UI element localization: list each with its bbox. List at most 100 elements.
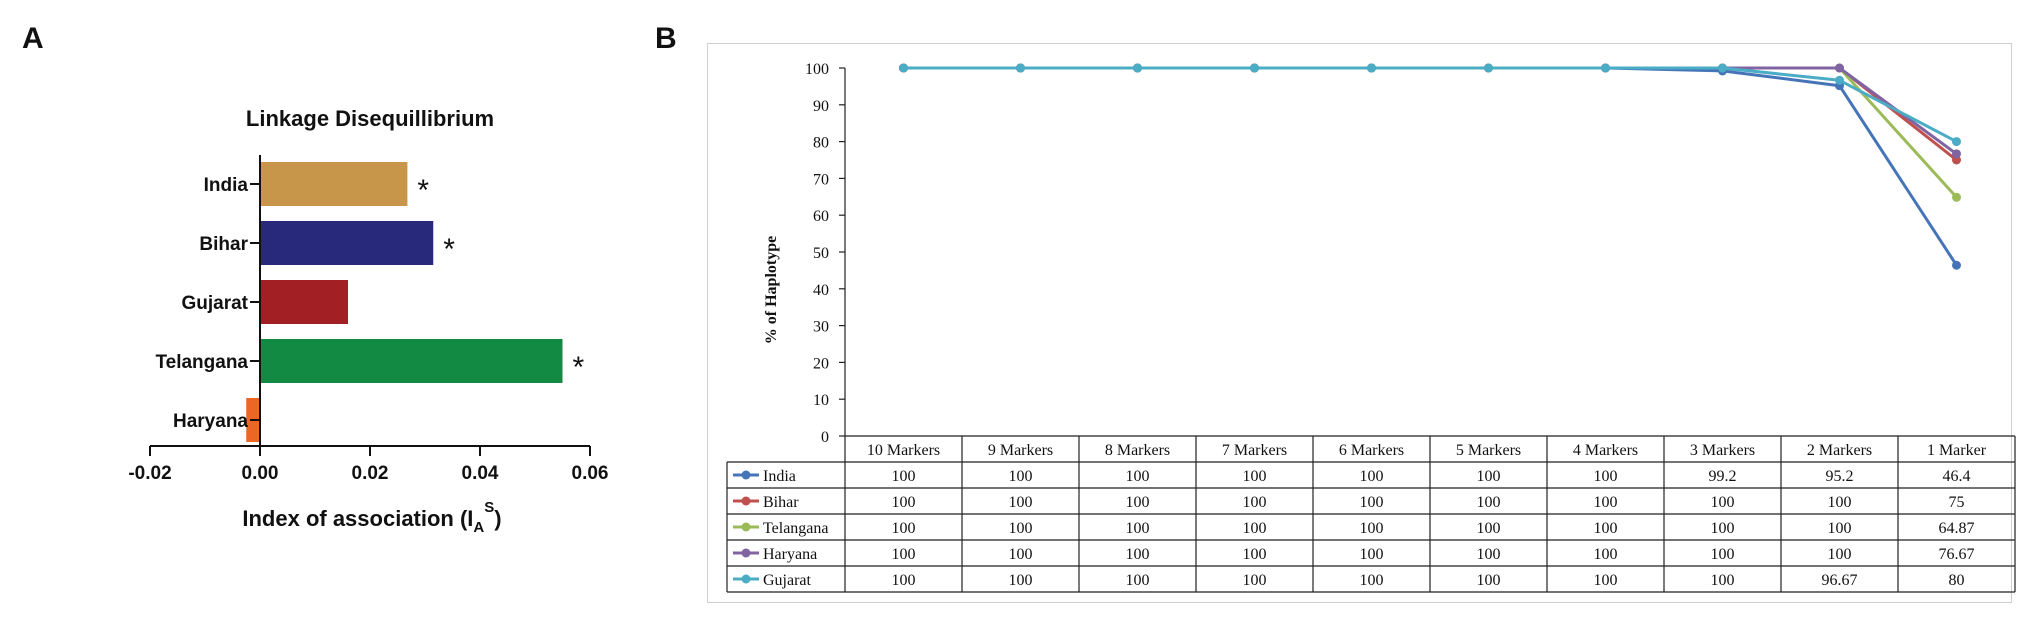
- table-cell: 80: [1949, 572, 1965, 589]
- bar-gujarat: [260, 280, 348, 324]
- table-header-cell: 9 Markers: [988, 442, 1053, 459]
- y-tick-label-haryana: Haryana: [173, 411, 248, 432]
- data-point-gujarat: [1016, 63, 1025, 73]
- x-tick-label: -0.02: [128, 463, 171, 484]
- y-tick-label: 40: [813, 282, 829, 299]
- y-tick-label-india: India: [204, 175, 249, 196]
- legend-marker-haryana: [741, 548, 751, 558]
- y-tick-label: 50: [813, 245, 829, 262]
- legend-marker-gujarat: [741, 574, 751, 584]
- table-header-cell: 2 Markers: [1807, 442, 1872, 459]
- significance-star: *: [443, 233, 455, 266]
- y-tick-label: 80: [813, 135, 829, 152]
- x-tick-label: 0.06: [572, 463, 609, 484]
- table-header-cell: 7 Markers: [1222, 442, 1287, 459]
- table-cell: 100: [892, 468, 916, 485]
- legend-label-bihar: Bihar: [763, 494, 799, 511]
- data-point-gujarat: [1250, 63, 1259, 73]
- table-header-cell: 1 Marker: [1927, 442, 1987, 459]
- table-cell: 100: [1594, 468, 1618, 485]
- haplotype-chart-frame: [707, 43, 2012, 603]
- table-cell: 100: [1243, 572, 1267, 589]
- table-cell: 100: [892, 520, 916, 537]
- table-cell: 46.4: [1943, 468, 1971, 485]
- ld-bar-chart: Linkage Disequillibrium India * Bihar * Guja…: [128, 106, 609, 536]
- table-cell: 100: [1711, 546, 1735, 563]
- table-cell: 100: [1594, 494, 1618, 511]
- y-tick-label-bihar: Bihar: [199, 234, 248, 255]
- table-cell: 99.2: [1709, 468, 1737, 485]
- data-point-gujarat: [1601, 63, 1610, 73]
- legend-label-telangana: Telangana: [763, 520, 829, 537]
- data-point-haryana: [1835, 63, 1844, 73]
- bar-telangana: [260, 339, 563, 383]
- table-cell: 100: [1243, 546, 1267, 563]
- table-cell: 100: [1360, 468, 1384, 485]
- y-tick-label-gujarat: Gujarat: [181, 293, 248, 314]
- table-cell: 76.67: [1939, 546, 1975, 563]
- table-cell: 75: [1949, 494, 1965, 511]
- table-cell: 100: [1828, 520, 1852, 537]
- significance-star: *: [573, 351, 585, 384]
- data-point-haryana: [1952, 149, 1961, 159]
- table-cell: 100: [1243, 494, 1267, 511]
- legend-marker-bihar: [741, 496, 751, 506]
- x-tick-label: 0.00: [242, 463, 279, 484]
- bar-india: [260, 162, 408, 206]
- series-line-telangana: [903, 66, 1958, 199]
- table-cell: 100: [1243, 520, 1267, 537]
- table-cell: 100: [1126, 520, 1150, 537]
- table-header-cell: 5 Markers: [1456, 442, 1521, 459]
- table-cell: 100: [1009, 572, 1033, 589]
- y-tick-label: 60: [813, 208, 829, 225]
- table-cell: 100: [1477, 494, 1501, 511]
- bar-bihar: [260, 221, 434, 265]
- y-tick-label: 100: [805, 61, 829, 78]
- table-cell: 100: [1126, 572, 1150, 589]
- data-point-gujarat: [1484, 63, 1493, 73]
- table-cell: 100: [1243, 468, 1267, 485]
- table-cell: 100: [1477, 468, 1501, 485]
- table-cell: 100: [1126, 546, 1150, 563]
- table-cell: 100: [1360, 572, 1384, 589]
- ld-chart-title: Linkage Disequillibrium: [246, 106, 494, 131]
- y-tick-label: 70: [813, 171, 829, 188]
- table-cell: 100: [1360, 520, 1384, 537]
- table-cell: 100: [892, 494, 916, 511]
- table-cell: 100: [1711, 494, 1735, 511]
- table-cell: 100: [1360, 546, 1384, 563]
- x-tick-label: 0.04: [462, 463, 499, 484]
- table-cell: 100: [1828, 494, 1852, 511]
- table-cell: 100: [1711, 572, 1735, 589]
- table-header-cell: 3 Markers: [1690, 442, 1755, 459]
- data-point-gujarat: [1718, 63, 1727, 73]
- panel-a-letter: A: [22, 22, 44, 55]
- y-tick-label: 20: [813, 355, 829, 372]
- table-cell: 100: [1828, 546, 1852, 563]
- panel-b-letter: B: [655, 22, 677, 55]
- y-tick-label-telangana: Telangana: [155, 352, 248, 373]
- table-cell: 100: [1594, 546, 1618, 563]
- table-cell: 100: [1477, 520, 1501, 537]
- table-cell: 100: [1477, 546, 1501, 563]
- legend-marker-telangana: [741, 522, 751, 532]
- table-cell: 64.87: [1939, 520, 1975, 537]
- data-point-gujarat: [899, 63, 908, 73]
- data-point-telangana: [1952, 192, 1961, 202]
- legend-label-haryana: Haryana: [763, 546, 817, 563]
- data-point-gujarat: [1133, 63, 1142, 73]
- table-cell: 100: [892, 572, 916, 589]
- y-tick-label: 30: [813, 319, 829, 336]
- table-header-cell: 6 Markers: [1339, 442, 1404, 459]
- haplotype-y-axis-label: % of Haplotype: [763, 236, 780, 344]
- table-cell: 100: [1009, 546, 1033, 563]
- y-tick-label: 10: [813, 392, 829, 409]
- legend-marker-india: [741, 470, 751, 480]
- table-cell: 100: [1360, 494, 1384, 511]
- table-cell: 96.67: [1822, 572, 1858, 589]
- data-point-gujarat: [1367, 63, 1376, 73]
- table-cell: 100: [1594, 572, 1618, 589]
- table-cell: 100: [1711, 520, 1735, 537]
- table-header-cell: 10 Markers: [867, 442, 940, 459]
- series-line-gujarat: [903, 66, 1958, 143]
